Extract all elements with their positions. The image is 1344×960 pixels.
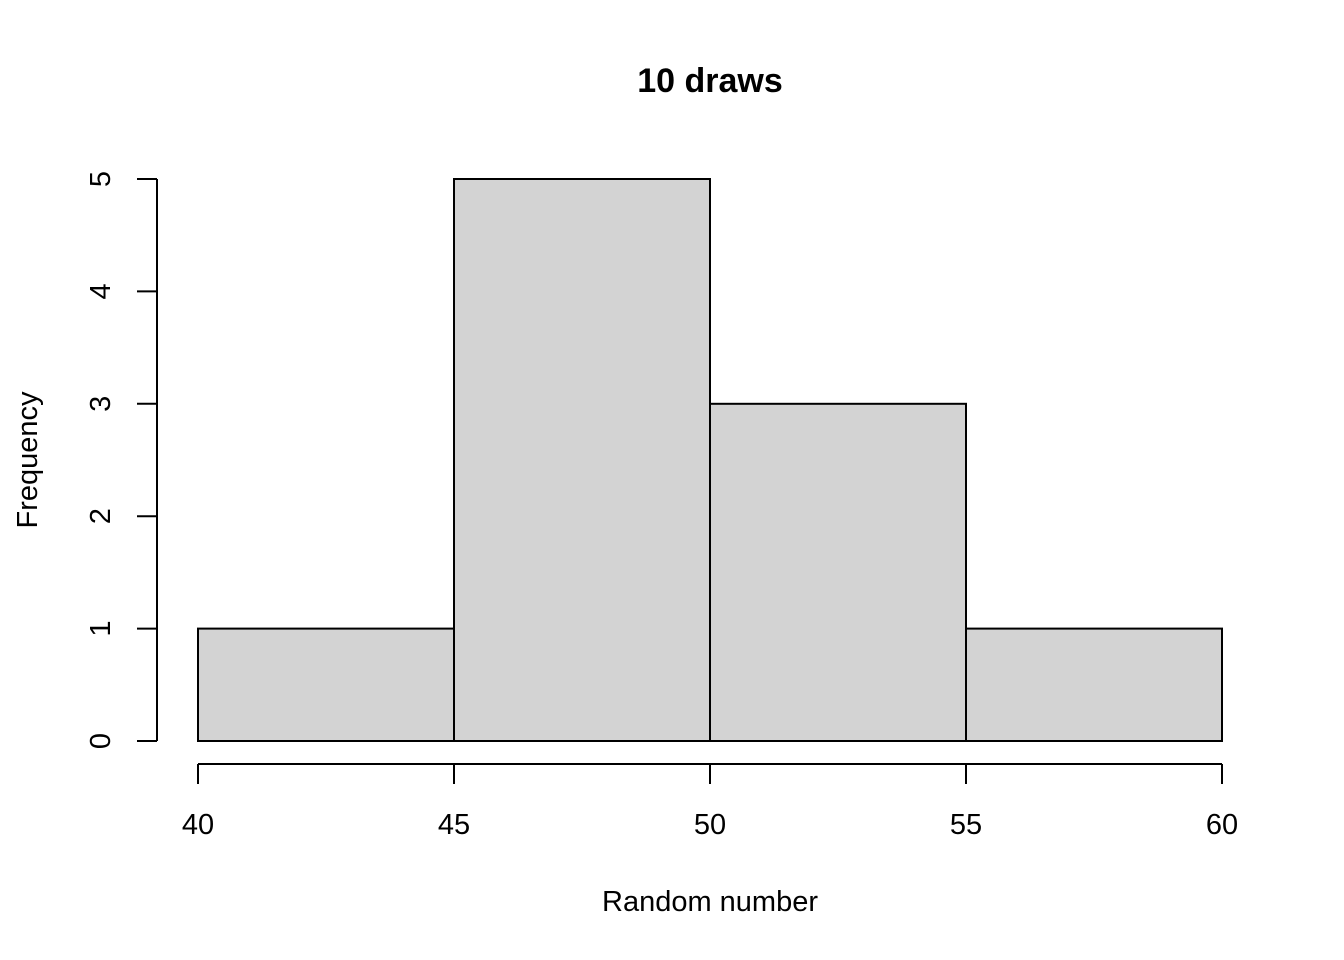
x-tick-label-40: 40: [182, 809, 214, 841]
y-axis: 0 1 2 3 4 5: [85, 171, 158, 749]
y-tick-label-4: 4: [85, 283, 117, 299]
x-axis: 40 45 50 55 60: [182, 763, 1238, 841]
x-axis-label: Random number: [602, 886, 818, 918]
bars-group: [197, 178, 1223, 742]
x-tick-label-45: 45: [438, 809, 470, 841]
y-axis-label: Frequency: [12, 391, 44, 529]
histogram-bar-40-45: [197, 627, 455, 742]
x-tick-label-60: 60: [1206, 809, 1238, 841]
chart-title: 10 draws: [637, 62, 783, 100]
y-tick-label-0: 0: [85, 733, 117, 749]
y-tick-label-2: 2: [85, 508, 117, 524]
x-tick-label-50: 50: [694, 809, 726, 841]
x-tick-label-55: 55: [950, 809, 982, 841]
histogram-bar-50-55: [709, 402, 967, 742]
y-tick-label-1: 1: [85, 621, 117, 637]
y-tick-label-3: 3: [85, 396, 117, 412]
histogram-bar-45-50: [453, 178, 711, 742]
y-tick-label-5: 5: [85, 171, 117, 187]
histogram-bar-55-60: [965, 627, 1223, 742]
